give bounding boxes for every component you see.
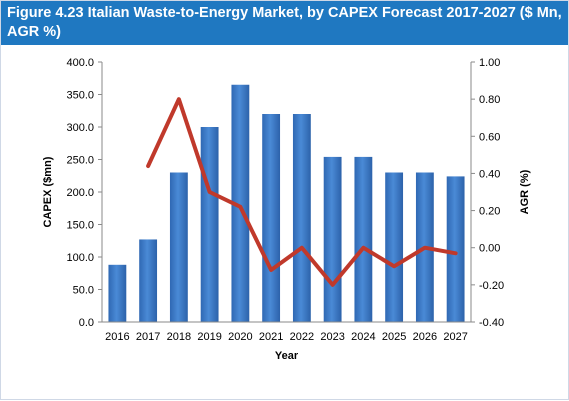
- y-tick-label: 350.0: [66, 90, 94, 102]
- y-tick-label: 250.0: [66, 155, 94, 167]
- x-tick-label: 2019: [197, 331, 221, 343]
- bar-2022: [293, 114, 311, 322]
- y2-tick-label: 0.80: [479, 94, 500, 106]
- x-tick-label: 2016: [105, 331, 129, 343]
- bar-2016: [108, 265, 126, 322]
- bar-2021: [262, 114, 280, 322]
- y2-tick-label: -0.40: [479, 317, 504, 329]
- y2-tick-label: 0.00: [479, 243, 500, 255]
- y-tick-label: 200.0: [66, 187, 94, 199]
- y-axis-title: CAPEX ($mn): [42, 156, 54, 227]
- y2-tick-label: 1.00: [479, 57, 500, 69]
- x-tick-label: 2017: [136, 331, 160, 343]
- bar-2023: [324, 157, 342, 322]
- x-tick-label: 2027: [443, 331, 467, 343]
- x-tick-label: 2021: [259, 331, 283, 343]
- bar-2024: [354, 157, 372, 322]
- y2-tick-label: -0.20: [479, 280, 504, 292]
- y-tick-label: 400.0: [66, 57, 94, 69]
- x-tick-label: 2018: [167, 331, 191, 343]
- bar-2017: [139, 239, 157, 322]
- y-tick-label: 100.0: [66, 252, 94, 264]
- y-tick-label: 150.0: [66, 220, 94, 232]
- bar-2027: [447, 176, 465, 322]
- y2-axis-title: AGR (%): [519, 169, 531, 214]
- y2-tick-label: 0.40: [479, 168, 500, 180]
- y-tick-label: 0.0: [79, 317, 94, 329]
- x-tick-label: 2025: [382, 331, 406, 343]
- y2-tick-label: 0.60: [479, 131, 500, 143]
- x-tick-label: 2020: [228, 331, 252, 343]
- x-tick-label: 2026: [413, 331, 437, 343]
- bar-2025: [385, 173, 403, 323]
- x-tick-label: 2022: [290, 331, 314, 343]
- x-tick-label: 2023: [320, 331, 344, 343]
- y2-tick-label: 0.20: [479, 206, 500, 218]
- bar-2018: [170, 173, 188, 323]
- bar-2019: [201, 127, 219, 322]
- y-tick-label: 50.0: [73, 285, 94, 297]
- x-axis-title: Year: [275, 350, 299, 362]
- x-tick-label: 2024: [351, 331, 375, 343]
- y-tick-label: 300.0: [66, 122, 94, 134]
